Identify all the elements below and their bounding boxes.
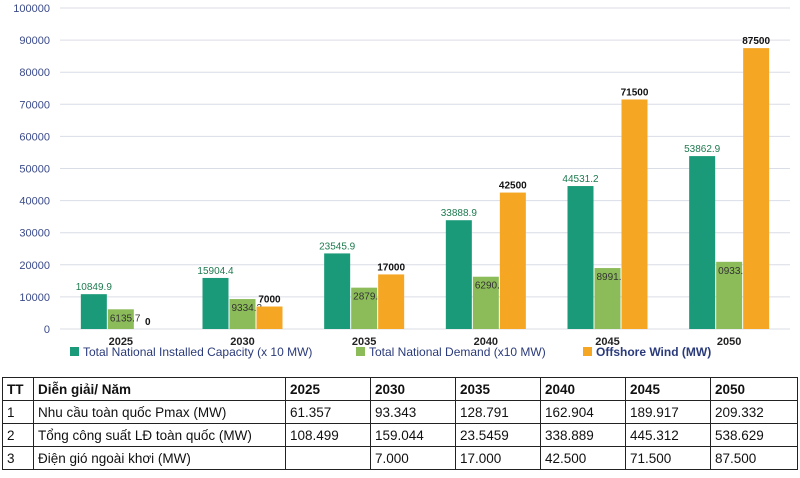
data-label: 7000: [258, 295, 281, 306]
legend-swatch: [356, 347, 365, 356]
table-cell: Điện gió ngoài khơi (MW): [33, 446, 286, 470]
data-label: 2879.1: [353, 292, 384, 303]
bar: [621, 99, 648, 329]
data-label: 23545.9: [319, 241, 356, 252]
y-tick-label: 100000: [13, 3, 50, 15]
table-cell: 42.500: [540, 446, 626, 470]
table-row: 1 Nhu cầu toàn quốc Pmax (MW) 61.357 93.…: [2, 400, 798, 424]
table-cell: 209.332: [710, 400, 798, 424]
y-tick-label: 40000: [19, 196, 50, 208]
x-tick-label: 2045: [595, 336, 619, 348]
x-tick-label: 2030: [230, 336, 254, 348]
table-row: 3 Điện gió ngoài khơi (MW) 7.000 17.000 …: [2, 446, 798, 470]
bar: [324, 253, 351, 329]
header-cell: 2040: [540, 377, 626, 401]
y-tick-label: 50000: [19, 164, 50, 176]
header-cell: 2035: [455, 377, 541, 401]
chart-panel: 0 10000 20000 30000 40000 50000 60000 70000 8000…: [13, 3, 790, 359]
legend-label: Offshore Wind (MW): [596, 345, 711, 359]
bar: [445, 220, 472, 329]
y-tick-label: 90000: [19, 35, 50, 47]
bar: [229, 299, 256, 329]
bar: [472, 276, 499, 329]
bar: [256, 306, 283, 329]
data-label: 6135.7: [110, 313, 141, 324]
table-cell: 7.000: [370, 446, 456, 470]
legend-swatch: [70, 347, 79, 356]
data-label: 17000: [377, 262, 405, 273]
bar: [689, 156, 716, 329]
legend-swatch: [583, 347, 592, 356]
table-cell: 87.500: [710, 446, 798, 470]
data-label: 6290.4: [475, 281, 506, 292]
data-label: 44531.2: [562, 174, 599, 185]
data-label: 8991.7: [597, 272, 628, 283]
y-tick-label: 60000: [19, 131, 50, 143]
table-cell: 159.044: [370, 423, 456, 447]
table-cell: 128.791: [455, 400, 541, 424]
header-cell: TT: [2, 377, 34, 401]
legend-label: Total National Installed Capacity (x 10 …: [83, 345, 312, 359]
bar: [351, 287, 378, 329]
legend-label: Total National Demand (x10 MW): [369, 345, 546, 359]
header-cell: 2045: [625, 377, 711, 401]
y-tick-label: 30000: [19, 228, 50, 240]
data-label: 42500: [499, 181, 527, 192]
header-cell: Diễn giải/ Năm: [33, 377, 286, 401]
bar-chart: 0100002000030000400005000060000700008000…: [13, 3, 790, 359]
table-cell: 17.000: [455, 446, 541, 470]
bar: [378, 274, 405, 329]
header-cell: 2050: [710, 377, 798, 401]
bar: [743, 48, 770, 329]
table-cell: Tổng công suất LĐ toàn quốc (MW): [33, 423, 286, 447]
table-cell: 2: [2, 423, 34, 447]
table-cell: 1: [2, 400, 34, 424]
bar: [499, 192, 526, 329]
table-cell: 162.904: [540, 400, 626, 424]
bar: [594, 268, 621, 329]
table-cell: 108.499: [285, 423, 371, 447]
header-cell: 2030: [370, 377, 456, 401]
bar: [716, 261, 743, 329]
table-cell: 189.917: [625, 400, 711, 424]
table-cell: 23.5459: [455, 423, 541, 447]
table-cell: 61.357: [285, 400, 371, 424]
data-label: 87500: [742, 36, 770, 47]
y-tick-label: 20000: [19, 260, 50, 272]
data-label: 71500: [621, 87, 649, 98]
data-label: 0933.2: [718, 266, 749, 277]
data-table: TT Diễn giải/ Năm 2025 2030 2035 2040 20…: [2, 377, 798, 470]
table-cell: 338.889: [540, 423, 626, 447]
y-tick-label: 10000: [19, 292, 50, 304]
y-tick-label: 80000: [19, 67, 50, 79]
bar: [567, 186, 594, 329]
data-label: 0: [145, 317, 151, 328]
table-cell: 538.629: [710, 423, 798, 447]
y-tick-label: 0: [44, 324, 50, 336]
data-label: 53862.9: [684, 144, 721, 155]
bar: [202, 277, 229, 329]
table-cell: Nhu cầu toàn quốc Pmax (MW): [33, 400, 286, 424]
table-cell: 445.312: [625, 423, 711, 447]
bar: [107, 309, 134, 329]
data-label: 15904.4: [197, 266, 234, 277]
x-tick-label: 2050: [717, 336, 741, 348]
data-label: 33888.9: [441, 208, 478, 219]
table-cell: [285, 446, 371, 470]
header-cell: 2025: [285, 377, 371, 401]
table-row: 2 Tổng công suất LĐ toàn quốc (MW) 108.4…: [2, 423, 798, 447]
data-label: 10849.9: [76, 282, 113, 293]
y-tick-label: 70000: [19, 99, 50, 111]
table-cell: 3: [2, 446, 34, 470]
table-cell: 93.343: [370, 400, 456, 424]
table-header-row: TT Diễn giải/ Năm 2025 2030 2035 2040 20…: [2, 377, 798, 401]
table-cell: 71.500: [625, 446, 711, 470]
bar: [80, 294, 107, 329]
x-tick-label: 2040: [474, 336, 498, 348]
data-label: 9334.3: [232, 303, 263, 314]
x-tick-label: 2035: [352, 336, 376, 348]
x-tick-label: 2025: [109, 336, 133, 348]
